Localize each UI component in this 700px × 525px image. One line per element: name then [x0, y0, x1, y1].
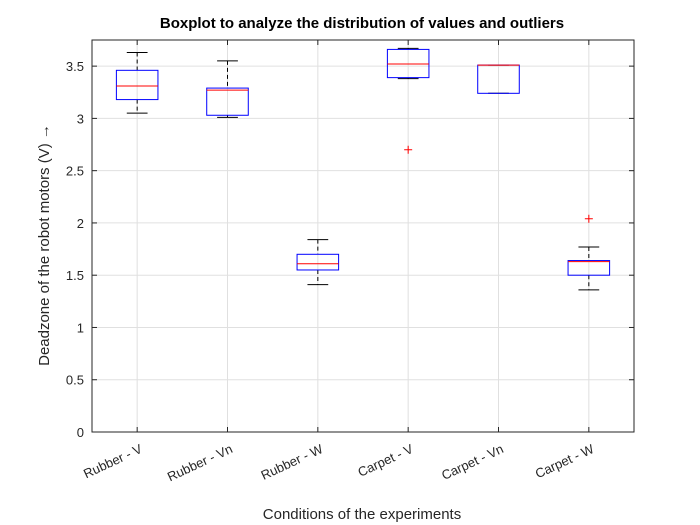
x-tick-label: Rubber - W	[259, 441, 326, 483]
box-group	[296, 239, 340, 286]
x-tick-label: Carpet - W	[533, 441, 597, 481]
y-tick-label: 2	[77, 216, 84, 231]
box-group	[567, 214, 611, 291]
outlier-marker	[404, 145, 413, 154]
x-tick-label: Rubber - V	[81, 441, 145, 481]
y-axis-label: Deadzone of the robot motors (V) →	[36, 124, 53, 366]
box-iqr	[115, 69, 159, 101]
box-group	[115, 52, 159, 114]
box-iqr	[296, 253, 340, 271]
outlier-marker	[584, 214, 593, 223]
x-tick-label: Rubber - Vn	[165, 441, 235, 484]
grid-lines	[92, 40, 634, 433]
y-tick-label: 1.5	[66, 268, 84, 283]
x-tick-label: Carpet - V	[355, 441, 415, 480]
x-axis-label: Conditions of the experiments	[263, 506, 461, 523]
y-tick-label: 0	[77, 425, 84, 440]
box-iqr	[386, 48, 430, 79]
box-group	[477, 64, 520, 94]
y-tick-label: 1	[77, 320, 84, 335]
box-iqr	[567, 260, 611, 276]
box-group	[386, 47, 430, 154]
y-axis-ticks: 0 0.5 1 1.5 2 2.5 3 3.5	[66, 59, 634, 440]
y-tick-label: 2.5	[66, 164, 84, 179]
box-series	[115, 47, 611, 291]
chart-title: Boxplot to analyze the distribution of v…	[160, 15, 564, 32]
box-group	[206, 60, 249, 118]
y-tick-label: 3.5	[66, 59, 84, 74]
y-tick-label: 0.5	[66, 373, 84, 388]
y-tick-label: 3	[77, 111, 84, 126]
x-tick-label: Carpet - Vn	[439, 441, 506, 483]
box-iqr	[206, 87, 249, 116]
plot-area-frame	[91, 39, 635, 433]
